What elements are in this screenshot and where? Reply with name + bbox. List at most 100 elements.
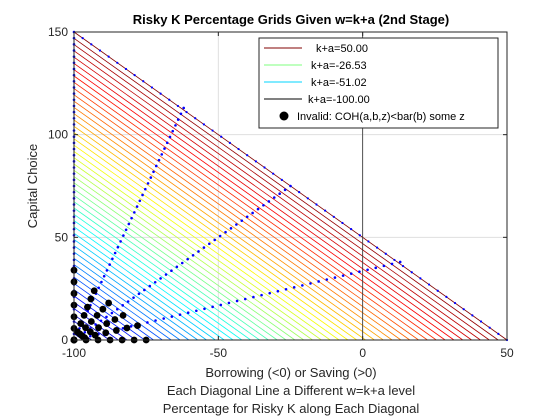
dotted-point xyxy=(97,286,100,290)
dotted-point xyxy=(324,209,327,212)
legend-entry: k+a=-100.00 xyxy=(264,94,370,106)
dotted-point xyxy=(124,228,128,232)
invalid-marker xyxy=(84,303,91,311)
dotted-point xyxy=(185,110,188,114)
dotted-point xyxy=(107,55,110,58)
dotted-point xyxy=(235,299,239,303)
x-tick-label: 50 xyxy=(500,346,514,360)
dotted-point xyxy=(497,332,500,335)
dotted-point xyxy=(398,260,402,264)
dotted-point xyxy=(208,242,211,246)
dotted-point xyxy=(333,276,337,279)
y-ticks: 0 50 100 150 xyxy=(48,25,507,347)
dotted-point xyxy=(178,313,182,316)
dotted-point xyxy=(280,178,283,181)
dotted-point xyxy=(148,284,152,288)
invalid-marker xyxy=(123,324,131,332)
dotted-point xyxy=(393,258,396,262)
dotted-point xyxy=(98,49,102,52)
diagonal-line xyxy=(73,213,251,341)
invalid-marker xyxy=(86,328,94,336)
dotted-point xyxy=(105,315,108,319)
legend: k+a=50.00 k+a=-26.53 k+a=-51.02 k+a=-100… xyxy=(258,37,499,129)
dotted-point xyxy=(358,234,361,237)
dotted-point xyxy=(100,280,103,284)
dotted-point xyxy=(268,291,272,295)
dotted-point xyxy=(350,228,353,231)
dotted-point xyxy=(289,184,292,188)
dotted-point xyxy=(159,92,162,95)
dotted-point xyxy=(197,250,200,253)
x-tick-label: -100 xyxy=(62,346,86,360)
dotted-point xyxy=(90,43,93,46)
dotted-point xyxy=(263,166,266,169)
legend-box xyxy=(258,37,499,129)
dotted-point xyxy=(332,215,335,218)
dotted-point xyxy=(141,193,144,197)
dotted-point xyxy=(256,207,260,211)
dotted-point xyxy=(306,197,309,200)
dotted-point xyxy=(309,282,312,285)
dotted-point xyxy=(202,246,206,249)
diagonal-lines xyxy=(73,31,508,341)
dotted-point xyxy=(267,200,271,203)
dotted-point xyxy=(137,292,141,296)
invalid-marker xyxy=(87,318,95,325)
dotted-point xyxy=(194,117,197,120)
dotted-point xyxy=(292,286,296,289)
y-tick-label: 100 xyxy=(48,128,68,142)
dotted-point xyxy=(298,191,301,194)
diagonal-line xyxy=(73,226,234,341)
dotted-point xyxy=(283,188,287,192)
dotted-point xyxy=(99,319,103,323)
dotted-point xyxy=(168,135,172,139)
invalid-marker xyxy=(103,320,111,327)
invalid-marker xyxy=(119,311,127,319)
diagonal-line xyxy=(73,144,349,341)
dotted-point xyxy=(211,129,214,132)
dotted-point xyxy=(254,160,257,163)
invalid-marker xyxy=(134,322,141,330)
dotted-point xyxy=(228,141,231,144)
legend-label: k+a=-100.00 xyxy=(308,94,370,106)
dotted-point xyxy=(150,86,154,89)
dotted-point xyxy=(89,334,92,338)
dotted-point xyxy=(229,227,233,230)
dotted-point xyxy=(142,80,145,83)
dotted-point xyxy=(162,317,166,320)
dotted-point xyxy=(165,141,169,145)
invalid-marker xyxy=(102,329,110,337)
diagonal-line xyxy=(73,81,437,341)
dotted-point xyxy=(219,303,223,307)
dotted-point xyxy=(180,261,184,265)
dotted-point xyxy=(111,257,114,261)
invalid-marker xyxy=(90,287,98,295)
dotted-point xyxy=(301,284,304,287)
dotted-point xyxy=(191,254,195,257)
dotted-point xyxy=(224,230,227,234)
dotted-point xyxy=(157,158,161,162)
dotted-point xyxy=(186,257,189,261)
dotted-point xyxy=(245,215,249,219)
dotted-point xyxy=(149,176,153,179)
dotted-point xyxy=(122,234,125,237)
dotted-point xyxy=(276,289,280,293)
dotted-point xyxy=(260,293,263,297)
dotted-point xyxy=(135,205,139,208)
dotted-point xyxy=(220,135,223,138)
dotted-point xyxy=(195,309,198,313)
diagonal-line xyxy=(73,176,304,341)
dotted-point xyxy=(366,268,369,272)
dotted-point xyxy=(284,287,288,291)
legend-label: k+a=-26.53 xyxy=(311,60,367,72)
dotted-point xyxy=(124,67,128,71)
dotted-point xyxy=(154,164,158,168)
invalid-marker xyxy=(99,305,107,313)
diagonal-line xyxy=(73,195,278,341)
dotted-point xyxy=(132,296,135,299)
invalid-marker xyxy=(93,311,101,319)
dotted-point xyxy=(235,223,238,226)
diagonal-line xyxy=(73,264,181,341)
dotted-point xyxy=(81,37,84,40)
